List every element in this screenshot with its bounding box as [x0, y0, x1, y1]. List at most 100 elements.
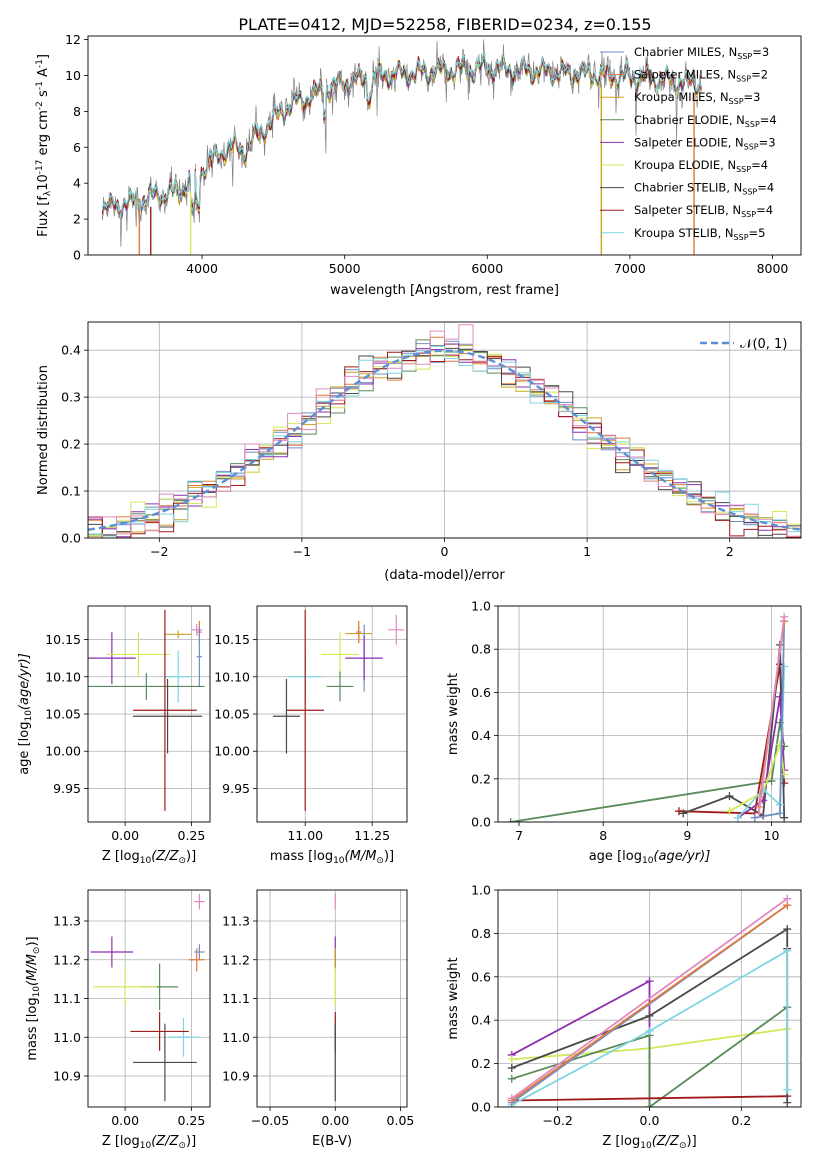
error-cross	[106, 632, 171, 677]
label-part: (Z/Z	[151, 1134, 179, 1149]
y-tick-label: 11.3	[53, 914, 81, 929]
plot-area	[101, 39, 702, 255]
error-cross	[286, 609, 324, 811]
label-part: SSP	[745, 120, 760, 129]
mass-weight-line	[511, 1006, 788, 1107]
x-axis-label: age [log10(age/yr)]	[589, 849, 711, 866]
label-part: 10	[32, 986, 42, 998]
mass-weight-line	[511, 897, 788, 1100]
axes-frame	[87, 35, 802, 256]
mass-weight-line	[511, 1095, 788, 1102]
y-tick-label: 10.05	[45, 707, 81, 722]
label-part: Chabrier STELIB, N	[634, 181, 742, 195]
label-part: )]	[384, 849, 394, 864]
legend: Chabrier MILES, NSSP=3 Salpeter MILES, NS…	[600, 45, 777, 242]
y-tick-label: 11.0	[53, 1030, 81, 1045]
y-tick-label: 0.8	[471, 642, 491, 657]
mass-weight-marker	[733, 813, 742, 822]
spectrum-panel: 4000 5000 6000 7000 8000 0 2 4 6 8 10 12 wavelength …	[35, 32, 802, 298]
x-tick-label: 8000	[757, 261, 789, 276]
mass-weight-marker	[783, 946, 792, 955]
x-tick-label: 11.25	[354, 828, 390, 843]
label-part: age [log	[589, 849, 642, 864]
x-tick-label: 0.2	[731, 1113, 751, 1128]
y-tick-label: 10.15	[45, 632, 81, 647]
y-tick-label: 9.95	[53, 781, 81, 796]
age-vs-mass-panel: 11.00 11.25 9.95 10.00 10.05 10.10 10.15 mass […	[214, 605, 408, 866]
error-cross	[90, 936, 134, 968]
x-tick-label: −0.05	[251, 1113, 289, 1128]
error-cross	[133, 1023, 197, 1102]
y-axis-label: mass weight	[446, 957, 461, 1039]
error-cross	[356, 620, 362, 644]
y-tick-label: 10.00	[45, 744, 81, 759]
label-part: Z [log	[102, 849, 140, 864]
plot-area	[506, 612, 789, 822]
y-tick-label: 0.2	[61, 437, 81, 452]
legend-entry: Salpeter STELIB, NSSP=4	[634, 203, 773, 219]
label-part: SSP	[741, 210, 756, 219]
x-tick-label: 0.25	[178, 1113, 206, 1128]
label-part: (Z/Z	[151, 849, 179, 864]
mass-weight-marker	[507, 1063, 516, 1072]
label-part: (age/yr)]	[653, 849, 710, 864]
error-cross	[88, 673, 205, 700]
mass-weight-marker	[507, 1094, 516, 1103]
mass-weight-marker	[679, 809, 688, 818]
label-part: -1	[35, 81, 45, 90]
y-tick-label: 1.0	[471, 599, 491, 614]
y-tick-label: 0.0	[471, 815, 491, 830]
y-tick-label: 6	[73, 140, 81, 155]
label-part: A	[36, 68, 51, 81]
y-tick-label: 10.10	[214, 669, 250, 684]
mass-weight-line	[758, 616, 786, 814]
normal-distribution-curve	[88, 349, 801, 531]
label-part: 10	[640, 1141, 652, 1151]
y-tick-label: 0.4	[61, 343, 81, 358]
legend-entry: Chabrier MILES, NSSP=3	[634, 45, 769, 61]
x-tick-label: 1	[583, 544, 591, 559]
legend-entry: Chabrier ELODIE, NSSP=4	[634, 113, 777, 129]
y-axis-label: mass [log10(M/M⊙)]	[25, 936, 42, 1060]
x-tick-label: −1	[293, 544, 311, 559]
y-axis-label: age [log10(age/yr)]	[17, 653, 34, 775]
label-part: 10	[140, 856, 152, 866]
label-part: 10	[24, 710, 34, 722]
legend-entry: Chabrier STELIB, NSSP=4	[634, 181, 774, 197]
label-part: Kroupa STELIB, N	[634, 226, 734, 240]
error-cross	[388, 614, 405, 645]
y-tick-label: 0.6	[471, 969, 491, 984]
error-cross	[93, 967, 157, 1007]
axes-frame	[256, 889, 408, 1108]
x-axis-label: mass [log10(M/M⊙)]	[270, 849, 394, 866]
legend-entry: 𝒩(0, 1)	[740, 337, 787, 352]
y-tick-label: 11.0	[222, 1030, 250, 1045]
mass-weight-marker	[783, 925, 792, 934]
mass-weight-marker	[783, 1085, 792, 1094]
label-part: (age/yr)]	[17, 653, 32, 710]
legend-entry: Salpeter ELODIE, NSSP=3	[634, 135, 776, 151]
y-tick-label: 11.1	[53, 991, 81, 1006]
y-tick-label: 10.9	[53, 1069, 81, 1084]
label-part: )]	[186, 1134, 196, 1149]
label-part: ⊙	[679, 1141, 687, 1151]
x-tick-label: 6000	[471, 261, 503, 276]
y-tick-label: 0.3	[61, 390, 81, 405]
plot-area	[88, 609, 205, 811]
y-tick-label: 8	[73, 104, 81, 119]
legend-entry: Kroupa MILES, NSSP=3	[634, 90, 760, 106]
y-tick-label: 11.1	[222, 991, 250, 1006]
error-cross	[133, 678, 203, 754]
label-part: ⊙	[376, 856, 384, 866]
mass-weight-marker	[507, 1055, 516, 1064]
legend-entry: Salpeter MILES, NSSP=2	[634, 68, 768, 84]
label-part: =3	[752, 45, 769, 59]
error-cross	[321, 632, 359, 677]
label-part: s	[36, 90, 51, 101]
y-tick-label: 1.0	[471, 883, 491, 898]
label-part: SSP	[736, 75, 751, 84]
label-part: Kroupa MILES, N	[634, 90, 729, 104]
